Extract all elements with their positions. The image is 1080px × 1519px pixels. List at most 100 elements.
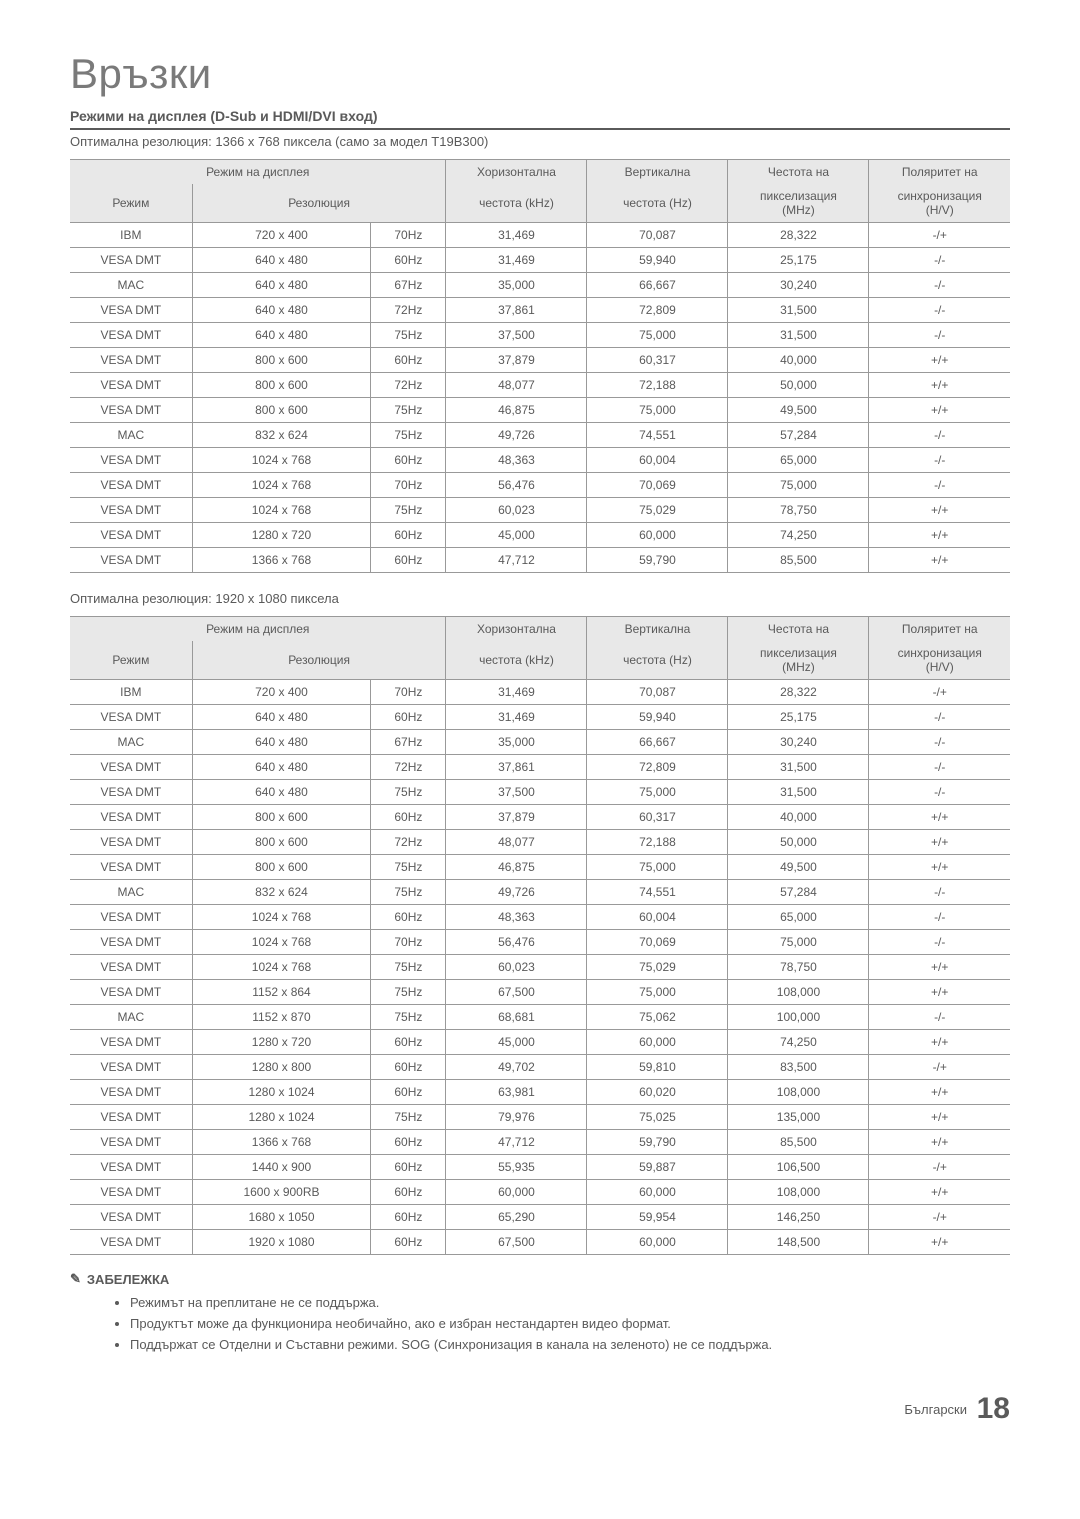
table-cell: 108,000 — [728, 1080, 869, 1105]
table-cell: +/+ — [869, 548, 1010, 573]
table-row: VESA DMT800 x 60060Hz37,87960,31740,000+… — [70, 805, 1010, 830]
table-cell: 31,500 — [728, 323, 869, 348]
table-cell: -/- — [869, 248, 1010, 273]
table-cell: 75,000 — [587, 980, 728, 1005]
table-row: VESA DMT1024 x 76875Hz60,02375,02978,750… — [70, 955, 1010, 980]
table-cell: 75Hz — [371, 1105, 446, 1130]
table-row: VESA DMT800 x 60072Hz48,07772,18850,000+… — [70, 373, 1010, 398]
table-cell: 640 x 480 — [192, 755, 371, 780]
table-cell: 72,809 — [587, 298, 728, 323]
table-cell: 720 x 400 — [192, 223, 371, 248]
table-cell: 75,062 — [587, 1005, 728, 1030]
table-row: MAC640 x 48067Hz35,00066,66730,240-/- — [70, 730, 1010, 755]
table-cell: VESA DMT — [70, 348, 192, 373]
table-cell: 28,322 — [728, 223, 869, 248]
table-cell: 31,500 — [728, 755, 869, 780]
table-cell: 60Hz — [371, 448, 446, 473]
table-cell: 60Hz — [371, 348, 446, 373]
table-cell: 60,000 — [587, 523, 728, 548]
table-cell: VESA DMT — [70, 473, 192, 498]
table-cell: 45,000 — [446, 523, 587, 548]
th-hfreq-l1: Хоризонтална — [446, 160, 587, 185]
table-cell: 46,875 — [446, 855, 587, 880]
table-cell: -/+ — [869, 223, 1010, 248]
table-cell: +/+ — [869, 1105, 1010, 1130]
table-cell: MAC — [70, 880, 192, 905]
table-cell: -/- — [869, 705, 1010, 730]
table-cell: 60,000 — [587, 1030, 728, 1055]
table-cell: VESA DMT — [70, 755, 192, 780]
table-row: VESA DMT640 x 48060Hz31,46959,94025,175-… — [70, 705, 1010, 730]
table-cell: 1280 x 1024 — [192, 1105, 371, 1130]
display-modes-table-1: Режим на дисплея Хоризонтална Вертикална… — [70, 159, 1010, 573]
table-cell: 74,551 — [587, 423, 728, 448]
table-row: VESA DMT1152 x 86475Hz67,50075,000108,00… — [70, 980, 1010, 1005]
table-cell: VESA DMT — [70, 780, 192, 805]
table-row: VESA DMT640 x 48060Hz31,46959,94025,175-… — [70, 248, 1010, 273]
table-cell: 640 x 480 — [192, 323, 371, 348]
th-pix-l1: Честота на — [728, 160, 869, 185]
table-cell: 37,879 — [446, 348, 587, 373]
table-cell: 79,976 — [446, 1105, 587, 1130]
table-cell: 49,726 — [446, 423, 587, 448]
table-cell: 1152 x 864 — [192, 980, 371, 1005]
table-cell: 85,500 — [728, 1130, 869, 1155]
table-cell: 60,023 — [446, 498, 587, 523]
table-cell: 83,500 — [728, 1055, 869, 1080]
table-cell: 37,861 — [446, 298, 587, 323]
table-cell: VESA DMT — [70, 1155, 192, 1180]
table-cell: 75Hz — [371, 780, 446, 805]
table-cell: 72Hz — [371, 373, 446, 398]
table-cell: 75,000 — [587, 398, 728, 423]
table-cell: 60,020 — [587, 1080, 728, 1105]
table-cell: 60Hz — [371, 1205, 446, 1230]
table-cell: 1280 x 720 — [192, 1030, 371, 1055]
table-cell: VESA DMT — [70, 1030, 192, 1055]
table-cell: 60Hz — [371, 1030, 446, 1055]
note-item: Продуктът може да функционира необичайно… — [130, 1316, 1010, 1331]
table-cell: 108,000 — [728, 1180, 869, 1205]
table-cell: 75Hz — [371, 1005, 446, 1030]
table-cell: +/+ — [869, 830, 1010, 855]
table-cell: 60Hz — [371, 1180, 446, 1205]
table-cell: VESA DMT — [70, 955, 192, 980]
table-cell: 50,000 — [728, 373, 869, 398]
table-cell: 70Hz — [371, 930, 446, 955]
table-cell: 72,188 — [587, 830, 728, 855]
table-cell: 720 x 400 — [192, 680, 371, 705]
table-cell: +/+ — [869, 1030, 1010, 1055]
table-cell: 60,000 — [446, 1180, 587, 1205]
table-cell: VESA DMT — [70, 548, 192, 573]
table-cell: VESA DMT — [70, 498, 192, 523]
table-cell: 70Hz — [371, 680, 446, 705]
table-cell: 1152 x 870 — [192, 1005, 371, 1030]
table-cell: 50,000 — [728, 830, 869, 855]
table-cell: 800 x 600 — [192, 855, 371, 880]
table-cell: VESA DMT — [70, 323, 192, 348]
table-cell: 60,317 — [587, 348, 728, 373]
table-cell: +/+ — [869, 1180, 1010, 1205]
table-cell: VESA DMT — [70, 523, 192, 548]
note-block: ✎ ЗАБЕЛЕЖКА Режимът на преплитане не се … — [70, 1271, 1010, 1352]
table-cell: +/+ — [869, 955, 1010, 980]
table-cell: -/- — [869, 298, 1010, 323]
table-cell: 28,322 — [728, 680, 869, 705]
table-row: VESA DMT1680 x 105060Hz65,29059,954146,2… — [70, 1205, 1010, 1230]
table-cell: 108,000 — [728, 980, 869, 1005]
table-cell: 49,500 — [728, 398, 869, 423]
table-cell: 75Hz — [371, 398, 446, 423]
table-cell: VESA DMT — [70, 705, 192, 730]
table-cell: 800 x 600 — [192, 805, 371, 830]
table-cell: 75,000 — [587, 323, 728, 348]
table-row: VESA DMT640 x 48075Hz37,50075,00031,500-… — [70, 323, 1010, 348]
table-row: VESA DMT1280 x 80060Hz49,70259,81083,500… — [70, 1055, 1010, 1080]
table-cell: 25,175 — [728, 248, 869, 273]
table-cell: 72,809 — [587, 755, 728, 780]
table-row: IBM720 x 40070Hz31,46970,08728,322-/+ — [70, 680, 1010, 705]
table-cell: 46,875 — [446, 398, 587, 423]
table-cell: 60Hz — [371, 1230, 446, 1255]
table-cell: 65,290 — [446, 1205, 587, 1230]
table-cell: 59,940 — [587, 248, 728, 273]
table-cell: 78,750 — [728, 955, 869, 980]
table-cell: 60,023 — [446, 955, 587, 980]
